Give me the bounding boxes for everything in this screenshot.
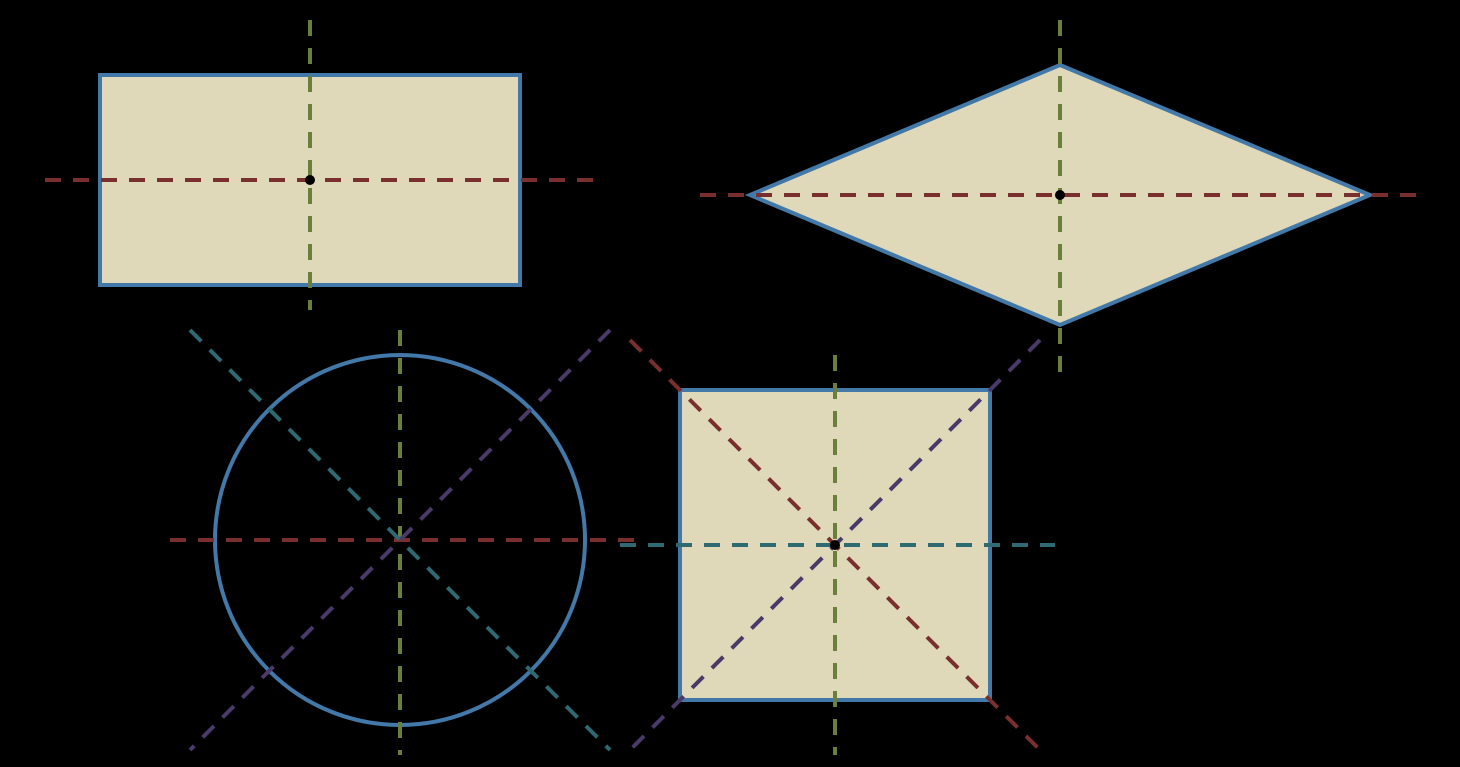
symmetry-diagram: [0, 0, 1460, 767]
center-dot: [1055, 190, 1065, 200]
rhombus-shape: [700, 20, 1420, 380]
center-dot: [830, 540, 840, 550]
square-shape: [620, 340, 1055, 755]
circle-shape: [170, 330, 640, 755]
rectangle-shape: [45, 20, 595, 310]
center-dot: [305, 175, 315, 185]
